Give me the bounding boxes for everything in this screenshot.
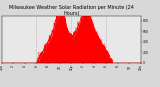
Title: Milwaukee Weather Solar Radiation per Minute (24 Hours): Milwaukee Weather Solar Radiation per Mi…: [9, 5, 134, 16]
